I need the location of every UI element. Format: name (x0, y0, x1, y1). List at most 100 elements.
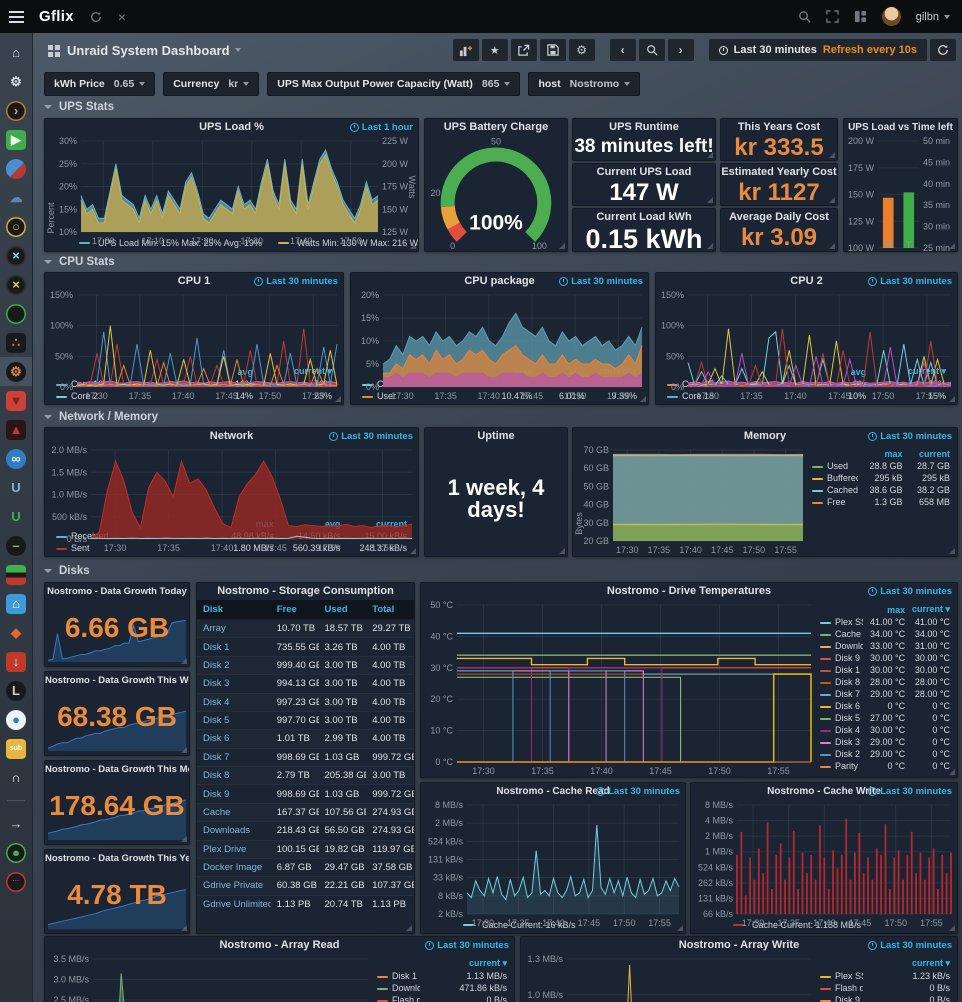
legend-column[interactable]: avg (324, 519, 341, 529)
sidebar-item[interactable]: L (0, 676, 32, 705)
row-title-disks[interactable]: Disks (44, 564, 90, 578)
user-menu[interactable]: gilbn (916, 11, 950, 23)
column-header[interactable]: Used (318, 600, 367, 620)
legend-item[interactable]: Downloads33.00 °C31.00 °C (817, 640, 953, 652)
sidebar-item[interactable]: ☁ (0, 183, 32, 212)
column-header[interactable]: Disk (197, 600, 271, 620)
panel-time-range[interactable]: Last 30 minutes (868, 428, 952, 445)
network-chart[interactable]: 2.0 MB/s 1.5 MB/s 1.0 MB/s 500 kB/s 0 B/s 17:… (45, 445, 418, 553)
legend-item[interactable]: Parity 0 °C 0 °C (817, 760, 953, 772)
panel-title[interactable]: Nostromo - Array Write (678, 939, 800, 951)
legend-item[interactable]: Watts Min: 130 W Max: 216 W Avg: 162 W (277, 238, 418, 248)
cpu-package-chart[interactable]: 20% 15% 10% 5% 0% 17:30 17:35 17:40 17:45 17:50 17… (351, 290, 648, 401)
sidebar-item[interactable]: ▶ (0, 125, 32, 154)
panel-title[interactable]: Nostromo - Data Growth This Week (45, 675, 189, 686)
legend-item[interactable]: User 10.47% 6.01% 9.39% (359, 390, 640, 402)
sidebar-item[interactable] (0, 560, 32, 589)
legend-item[interactable]: Core 2 14% 23% (53, 390, 335, 402)
panel-title[interactable]: Nostromo - Data Growth This Month (45, 764, 189, 775)
legend-item[interactable]: Cache Current: 1.188 MB/s (733, 920, 861, 930)
row-title-network-memory[interactable]: Network / Memory (44, 410, 158, 424)
sidebar-item[interactable]: U (0, 473, 32, 502)
panel-title[interactable]: Memory (743, 430, 787, 442)
fullscreen-icon[interactable] (826, 10, 839, 23)
cache-read-chart[interactable]: 8 MB/s 2 MB/s 524 kB/s 131 kB/s 33 kB/s 8 kB/… (421, 800, 685, 928)
sidebar-item[interactable]: × (0, 241, 32, 270)
sidebar-item[interactable] (0, 154, 32, 183)
share-button[interactable] (510, 39, 537, 61)
sidebar-item[interactable]: × (0, 270, 32, 299)
legend-item[interactable]: Cache Current: 16 kB/s (463, 920, 576, 930)
ups-bars-chart[interactable]: 200 W 175 W 150 W 125 W 100 W 50 min 45 min 40 … (844, 136, 957, 253)
legend-item[interactable]: Disk 4 30.00 °C 0 °C (817, 724, 953, 736)
sidebar-item[interactable]: ··· (0, 867, 32, 896)
sidebar-item[interactable]: ◆ (0, 618, 32, 647)
panel-time-range[interactable]: Last 30 minutes (868, 273, 952, 290)
panel-title[interactable]: CPU 1 (177, 275, 211, 287)
panel-title[interactable]: Nostromo - Data Growth Today (47, 586, 187, 597)
row-title-ups-stats[interactable]: UPS Stats (44, 100, 114, 114)
legend-item[interactable]: Used 28.8 GB 28.7 GB (809, 460, 953, 472)
cpu2-chart[interactable]: 150% 100% 50% 0% 17:30 17:35 17:40 17:45 17:50 17… (656, 290, 957, 401)
legend-item[interactable]: Disk 5 27.00 °C 0 °C (817, 712, 953, 724)
legend-item[interactable]: Disk 7 29.00 °C 28.00 °C (817, 688, 953, 700)
sidebar-item[interactable]: ∩ (0, 763, 32, 792)
legend-item[interactable]: Free 1.3 GB 658 MB (809, 496, 953, 508)
panel-title[interactable]: Current UPS Load (596, 166, 692, 178)
panel-title[interactable]: Nostromo - Cache Read (496, 786, 610, 797)
sidebar-item[interactable]: ∴ (0, 328, 32, 357)
dashboards-icon[interactable] (854, 10, 867, 23)
drive-temperatures-chart[interactable]: 50 °C 40 °C 30 °C 20 °C 10 °C 0 °C 17:30 17:35 1… (421, 600, 817, 777)
menu-icon[interactable] (0, 0, 33, 33)
panel-title[interactable]: Current Load kWh (596, 211, 692, 223)
legend-item[interactable]: Buffered 295 kB 295 kB (809, 472, 953, 484)
variable-host[interactable]: host Nostromo (528, 72, 641, 96)
battery-gauge[interactable]: 0 20 50 100 100% (425, 136, 567, 251)
panel-time-range[interactable]: Last 30 minutes (559, 273, 643, 290)
time-back-button[interactable]: ‹ (609, 39, 636, 61)
search-icon[interactable] (798, 10, 811, 23)
dashboard-title-caret[interactable] (234, 48, 241, 52)
panel-time-range[interactable]: Last 30 minutes (868, 783, 952, 800)
legend-column[interactable]: current (375, 519, 407, 529)
sidebar-item[interactable]: ⌂ (0, 589, 32, 618)
legend-column[interactable]: current ▾ (911, 958, 950, 968)
panel-title[interactable]: UPS Load vs Time left (848, 122, 953, 133)
panel-title[interactable]: Nostromo - Drive Temperatures (606, 585, 772, 597)
sidebar-item[interactable]: → (0, 809, 32, 838)
array-read-chart[interactable]: 3.5 MB/s3.0 MB/s2.5 MB/s2.0 MB/s1.5 MB/s… (45, 954, 374, 1002)
panel-title[interactable]: Average Daily Cost (729, 211, 829, 223)
sidebar-item[interactable]: ▼ (0, 386, 32, 415)
legend-item[interactable]: Disk 2 29.00 °C 0 °C (817, 748, 953, 760)
variable-ups-max-output-power-capacity-watt-[interactable]: UPS Max Output Power Capacity (Watt) 865 (267, 72, 521, 96)
dashboard-settings-button[interactable]: ⚙ (568, 39, 595, 61)
sidebar-item[interactable]: ● (0, 705, 32, 734)
legend-item[interactable]: Disk 1 30.00 °C 30.00 °C (817, 664, 953, 676)
panel-title[interactable]: UPS Runtime (609, 121, 679, 133)
legend-column[interactable]: max (887, 604, 906, 615)
panel-time-range[interactable]: Last 30 minutes (596, 783, 680, 800)
legend-item[interactable]: Plex SSD41.00 °C41.00 °C (817, 616, 953, 628)
column-header[interactable]: Free (270, 600, 319, 620)
legend-item[interactable]: Flash drive0 B/s (817, 982, 953, 994)
save-button[interactable] (539, 39, 566, 61)
legend-item[interactable]: Plex SSD1.23 kB/s (817, 970, 953, 982)
star-button[interactable]: ★ (481, 39, 508, 61)
panel-time-range[interactable]: Last 1 hour (349, 119, 413, 136)
panel-time-range[interactable]: Last 30 minutes (254, 273, 338, 290)
cpu1-chart[interactable]: 150% 100% 50% 0% 17:30 17:35 17:40 17:45 17:50 17… (45, 290, 343, 401)
panel-title[interactable]: This Years Cost (737, 121, 821, 133)
legend-item[interactable]: Core 18 10% 15% (664, 390, 949, 402)
sidebar-item[interactable]: › (0, 96, 32, 125)
zoom-out-button[interactable] (638, 39, 665, 61)
legend-item[interactable]: Disk 9 30.00 °C 30.00 °C (817, 652, 953, 664)
panel-title[interactable]: Uptime (477, 430, 515, 442)
legend-item[interactable]: Sent 1.80 MB/s 560.39 kB/s 248.37 kB/s (53, 542, 410, 554)
sidebar-item[interactable]: ⚙ (0, 357, 32, 386)
panel-title[interactable]: CPU package (464, 275, 535, 287)
variable-currency[interactable]: Currency kr (163, 72, 260, 96)
time-forward-button[interactable]: › (667, 39, 694, 61)
legend-column[interactable]: avg (237, 366, 254, 377)
legend-item[interactable]: Disk 1 1.13 MB/s (374, 970, 510, 982)
